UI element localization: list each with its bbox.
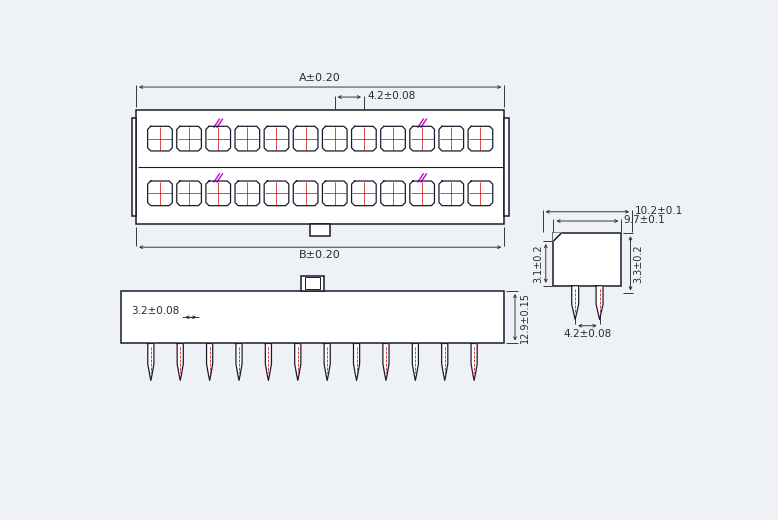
- Bar: [244, 135, 251, 142]
- Polygon shape: [352, 126, 377, 151]
- Text: 3.3±0.2: 3.3±0.2: [633, 244, 643, 283]
- Bar: [447, 189, 455, 197]
- Polygon shape: [324, 343, 330, 381]
- Bar: [302, 189, 310, 197]
- Bar: [504, 118, 509, 216]
- Polygon shape: [353, 343, 359, 381]
- Text: 4.2±0.08: 4.2±0.08: [367, 92, 415, 101]
- Polygon shape: [295, 343, 301, 381]
- Text: 3.2±0.08: 3.2±0.08: [131, 306, 179, 317]
- Bar: [305, 277, 321, 289]
- Text: 4.2±0.08: 4.2±0.08: [563, 329, 612, 339]
- Polygon shape: [468, 126, 492, 151]
- Text: A±0.20: A±0.20: [300, 73, 341, 83]
- Polygon shape: [206, 126, 230, 151]
- Bar: [215, 135, 222, 142]
- Polygon shape: [352, 181, 377, 205]
- Bar: [156, 135, 164, 142]
- Bar: [272, 135, 280, 142]
- Bar: [419, 189, 426, 197]
- Polygon shape: [468, 181, 492, 205]
- Bar: [553, 233, 622, 285]
- Bar: [477, 189, 484, 197]
- Bar: [136, 110, 504, 224]
- Bar: [121, 291, 504, 343]
- Polygon shape: [471, 343, 477, 381]
- Polygon shape: [322, 181, 347, 205]
- Polygon shape: [553, 233, 561, 241]
- Polygon shape: [236, 343, 242, 381]
- Bar: [301, 276, 324, 291]
- Polygon shape: [177, 343, 184, 381]
- Bar: [131, 118, 136, 216]
- Polygon shape: [148, 126, 172, 151]
- Polygon shape: [148, 181, 172, 205]
- Polygon shape: [265, 343, 272, 381]
- Polygon shape: [439, 126, 464, 151]
- Polygon shape: [380, 181, 405, 205]
- Polygon shape: [410, 126, 434, 151]
- Bar: [389, 135, 397, 142]
- Bar: [419, 135, 426, 142]
- Bar: [156, 189, 164, 197]
- Text: 10.2±0.1: 10.2±0.1: [634, 206, 682, 216]
- Polygon shape: [572, 285, 579, 320]
- Polygon shape: [293, 181, 318, 205]
- Polygon shape: [383, 343, 389, 381]
- Bar: [215, 189, 222, 197]
- Text: 3.1±0.2: 3.1±0.2: [534, 244, 544, 283]
- Polygon shape: [235, 181, 260, 205]
- Bar: [360, 135, 368, 142]
- Bar: [185, 189, 193, 197]
- Polygon shape: [265, 181, 289, 205]
- Bar: [185, 135, 193, 142]
- Bar: [389, 189, 397, 197]
- Text: 12.9±0.15: 12.9±0.15: [520, 292, 530, 343]
- Bar: [360, 189, 368, 197]
- Polygon shape: [235, 126, 260, 151]
- Polygon shape: [293, 126, 318, 151]
- Polygon shape: [380, 126, 405, 151]
- Bar: [447, 135, 455, 142]
- Polygon shape: [177, 126, 202, 151]
- Polygon shape: [442, 343, 448, 381]
- Polygon shape: [410, 181, 434, 205]
- Polygon shape: [177, 181, 202, 205]
- Polygon shape: [322, 126, 347, 151]
- Bar: [331, 135, 338, 142]
- Bar: [331, 189, 338, 197]
- Polygon shape: [206, 181, 230, 205]
- Bar: [244, 189, 251, 197]
- Bar: [272, 189, 280, 197]
- Bar: [310, 224, 330, 237]
- Polygon shape: [596, 285, 603, 320]
- Text: B±0.20: B±0.20: [300, 250, 341, 261]
- Text: 9.7±0.1: 9.7±0.1: [623, 215, 665, 225]
- Bar: [477, 135, 484, 142]
- Polygon shape: [148, 343, 154, 381]
- Polygon shape: [412, 343, 419, 381]
- Polygon shape: [439, 181, 464, 205]
- Polygon shape: [206, 343, 212, 381]
- Polygon shape: [265, 126, 289, 151]
- Bar: [302, 135, 310, 142]
